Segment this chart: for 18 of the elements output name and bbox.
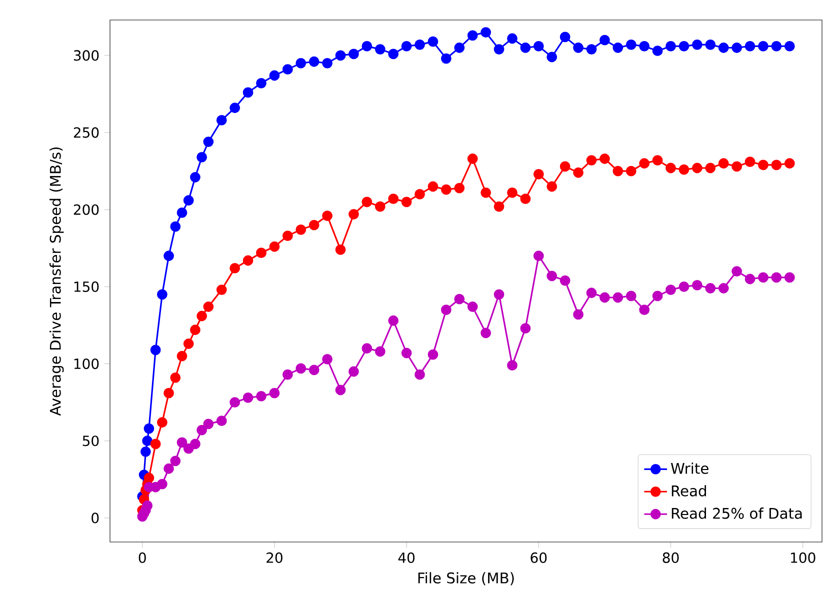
y-tick-label: 100	[74, 358, 99, 370]
x-tick-label: 80	[662, 552, 679, 563]
x-tick-label: 20	[266, 552, 282, 563]
y-tick-label: 0	[92, 512, 99, 524]
legend-label: Read 25% of Data	[672, 508, 802, 519]
legend-label: Read	[672, 485, 706, 496]
x-tick-label: 0	[138, 552, 146, 563]
x-tick-label: 100	[791, 552, 816, 563]
y-tick-label: 200	[74, 204, 99, 215]
y-tick-label: 50	[82, 436, 99, 446]
y-axis-title: Average Drive Transfer Speed (MB/s)	[50, 147, 64, 416]
y-tick-label: 250	[74, 127, 99, 138]
x-axis-title: File Size (MB)	[418, 572, 514, 586]
x-tick-label: 60	[530, 552, 547, 563]
legend-label: Write	[670, 462, 708, 474]
y-tick-label: 150	[74, 281, 99, 292]
x-tick-label: 40	[398, 552, 415, 563]
y-tick-label: 300	[74, 50, 99, 61]
